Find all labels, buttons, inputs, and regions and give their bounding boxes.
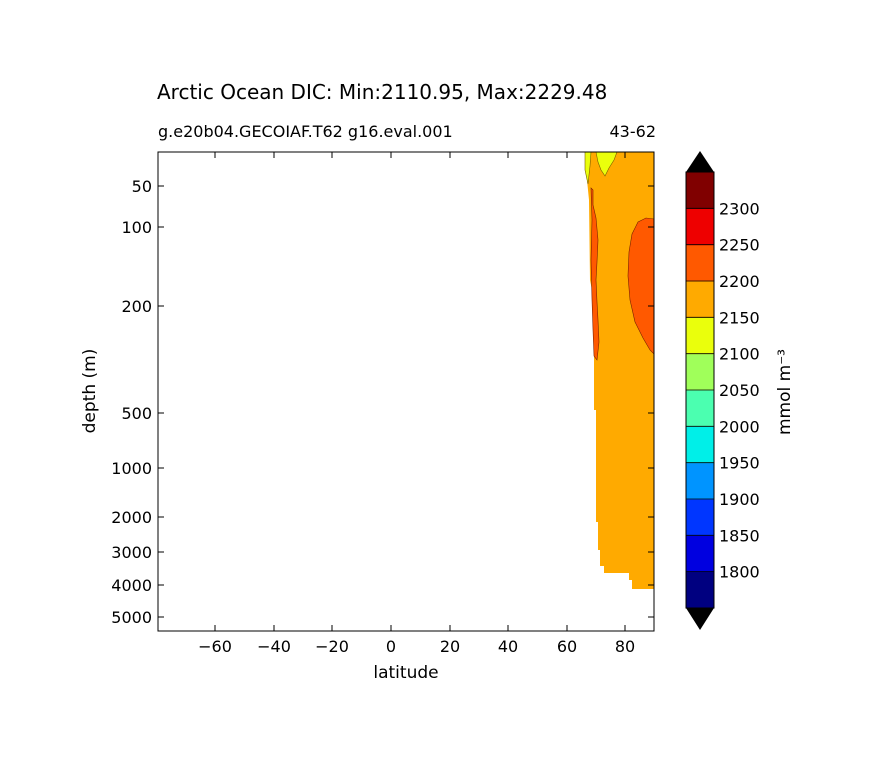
x-axis-label: latitude [373, 663, 438, 683]
colorbar-swatch [686, 426, 714, 464]
colorbar-extend-high [686, 151, 714, 172]
colorbar-ticks: 1800 1850 1900 1950 2000 2050 2100 2150 2200 2250… [686, 199, 760, 582]
y-tick-label: 1000 [111, 459, 152, 478]
y-tick-label: 200 [121, 297, 152, 316]
colorbar-swatch [686, 390, 714, 427]
colorbar-tick-label: 2100 [719, 345, 760, 364]
y-axis-label: depth (m) [80, 349, 100, 434]
colorbar-swatch [686, 172, 714, 209]
colorbar-swatch [686, 462, 714, 500]
field-region-2200-2250-shelf [590, 187, 600, 361]
colorbar-tick-label: 2150 [719, 308, 760, 327]
y-tick-label: 3000 [111, 543, 152, 562]
colorbar: 1800 1850 1900 1950 2000 2050 2100 2150 2200 2250… [685, 151, 795, 630]
plot-frame [157, 151, 655, 632]
colorbar-swatch [686, 499, 714, 536]
x-tick-label: 80 [615, 637, 635, 656]
colorbar-tick-label: 2200 [719, 272, 760, 291]
y-tick-label: 5000 [111, 608, 152, 627]
colorbar-tick-label: 1850 [719, 526, 760, 545]
x-tick-label: 20 [440, 637, 460, 656]
x-axis: −60 −40 −20 0 20 40 60 80 latitude [198, 152, 635, 683]
ocean-field [584, 151, 655, 589]
y-axis: 50 100 200 500 1000 2000 3000 4000 5000 … [80, 177, 654, 627]
x-tick-label: 0 [386, 637, 396, 656]
colorbar-swatch [686, 571, 714, 609]
colorbar-swatches [686, 172, 714, 609]
y-tick-label: 2000 [111, 508, 152, 527]
colorbar-tick-label: 1800 [719, 563, 760, 582]
colorbar-tick-label: 2050 [719, 381, 760, 400]
plot-area: −60 −40 −20 0 20 40 60 80 latitude [80, 151, 655, 683]
colorbar-swatch [686, 244, 714, 282]
y-tick-label: 50 [132, 177, 152, 196]
field-region-2100-2150-a [595, 151, 618, 177]
x-tick-label: 40 [498, 637, 518, 656]
x-tick-label: −60 [198, 637, 232, 656]
x-tick-label: −40 [257, 637, 291, 656]
field-region-2200-2250-interior [627, 217, 655, 355]
y-tick-label: 500 [121, 404, 152, 423]
colorbar-swatch [686, 535, 714, 573]
colorbar-tick-label: 1950 [719, 454, 760, 473]
colorbar-swatch [686, 353, 714, 391]
chart-subtitle-right: 43-62 [610, 122, 657, 141]
colorbar-extend-low [686, 608, 714, 630]
colorbar-label: mmol m⁻³ [775, 349, 795, 435]
colorbar-tick-label: 2250 [719, 236, 760, 255]
y-tick-label: 100 [121, 218, 152, 237]
colorbar-tick-label: 1900 [719, 490, 760, 509]
chart-subtitle-left: g.e20b04.GECOIAF.T62 g16.eval.001 [158, 122, 453, 141]
colorbar-tick-label: 2300 [719, 199, 760, 218]
chart-title: Arctic Ocean DIC: Min:2110.95, Max:2229.… [157, 80, 607, 104]
colorbar-tick-label: 2000 [719, 417, 760, 436]
colorbar-swatch [686, 281, 714, 318]
x-tick-label: −20 [315, 637, 349, 656]
y-tick-label: 4000 [111, 576, 152, 595]
colorbar-swatch [686, 208, 714, 246]
x-tick-label: 60 [557, 637, 577, 656]
colorbar-swatch [686, 317, 714, 355]
